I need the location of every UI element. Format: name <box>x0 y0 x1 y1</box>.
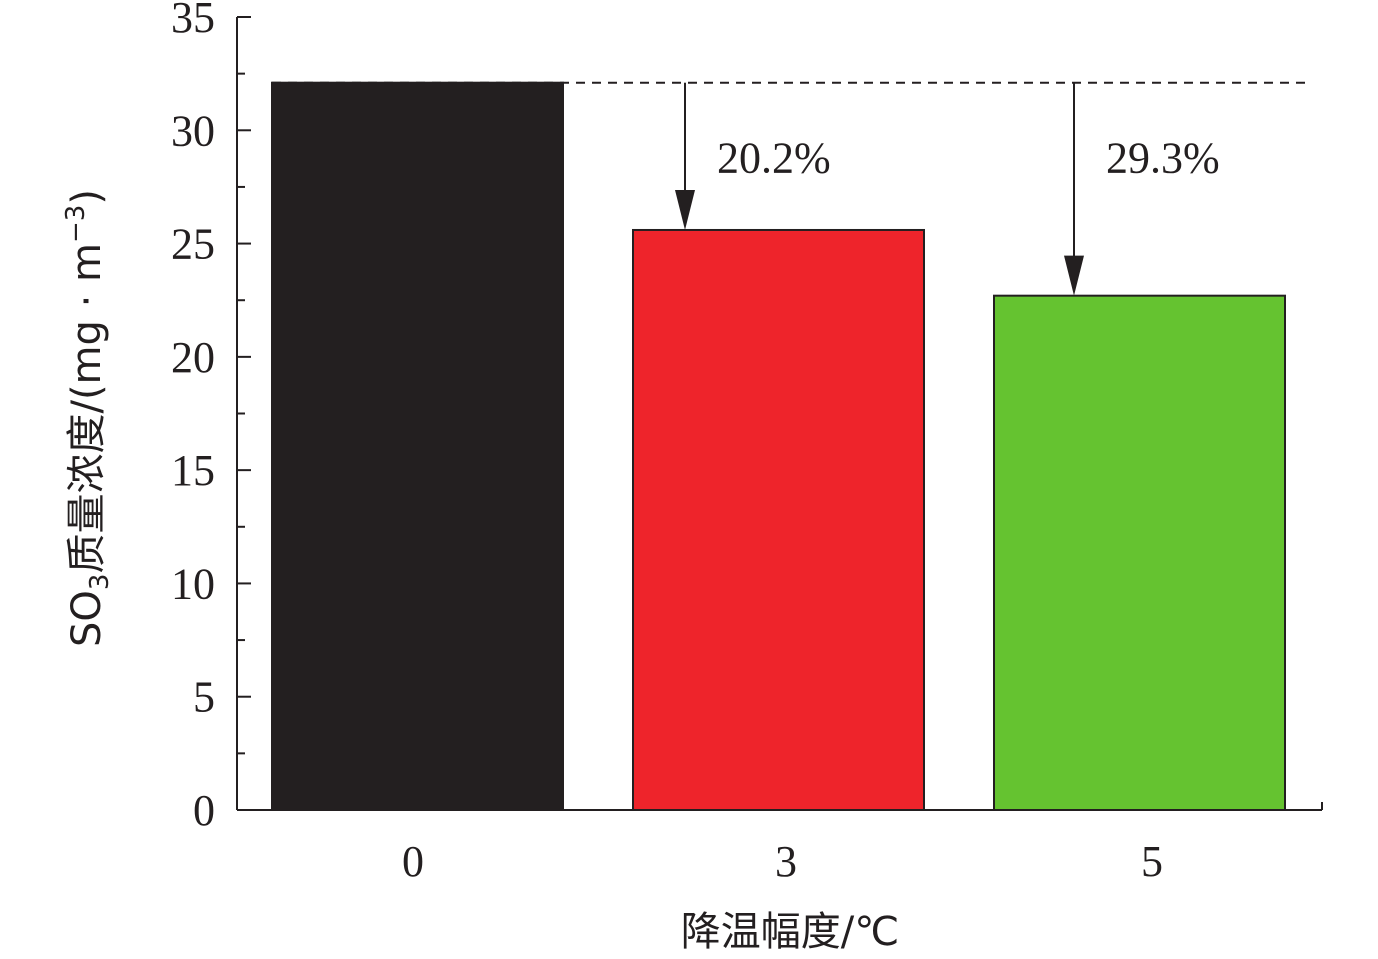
y-tick-label: 15 <box>171 446 215 495</box>
arrow-head-5 <box>1064 255 1084 296</box>
y-axis-title-middle: 质量浓度/(mg · m <box>64 243 110 574</box>
x-tick-label-0: 0 <box>402 837 424 886</box>
annotation-label-3: 20.2% <box>717 134 831 183</box>
y-tick-label: 30 <box>171 106 215 155</box>
x-axis: 0 3 5 <box>237 802 1323 886</box>
bars-layer <box>271 81 1286 812</box>
y-tick-label: 10 <box>171 559 215 608</box>
y-axis-title-superscript: −3 <box>61 205 91 243</box>
bar-0 <box>271 81 564 812</box>
annotation-arrows-layer: 20.2% 29.3% <box>675 82 1220 296</box>
y-axis-title-subscript: 3 <box>85 574 115 591</box>
y-axis-title-prefix: SO <box>64 590 110 647</box>
y-tick-label: 20 <box>171 333 215 382</box>
bar-5 <box>993 294 1286 811</box>
y-tick-label: 25 <box>171 220 215 269</box>
y-tick-label: 0 <box>193 786 215 835</box>
y-tick-label: 5 <box>193 673 215 722</box>
y-axis-title-suffix: ) <box>64 189 110 205</box>
arrow-head-3 <box>675 189 695 230</box>
y-axis: 0 5 10 15 20 25 30 35 <box>171 0 251 835</box>
annotation-label-5: 29.3% <box>1106 134 1220 183</box>
y-axis-title: SO3质量浓度/(mg · m−3) <box>61 189 115 647</box>
x-tick-label-3: 3 <box>775 837 797 886</box>
x-axis-title: 降温幅度/℃ <box>681 909 899 955</box>
x-tick-label-5: 5 <box>1141 837 1163 886</box>
bar-3 <box>632 228 925 811</box>
y-tick-label: 35 <box>171 0 215 42</box>
